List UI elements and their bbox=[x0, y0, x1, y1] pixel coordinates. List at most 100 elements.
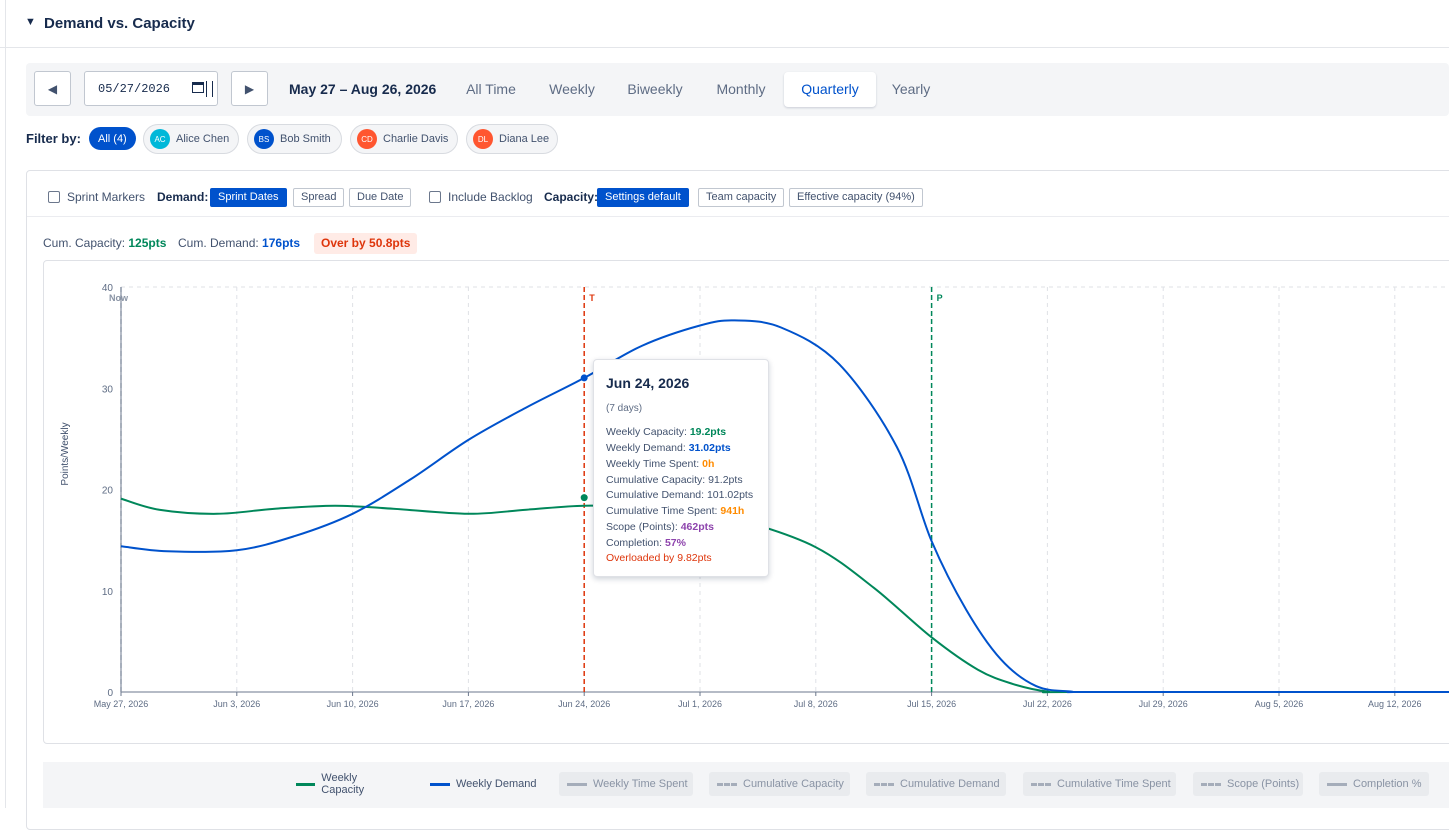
y-tick-label: 20 bbox=[102, 486, 114, 497]
chart-options-bar: Sprint Markers Demand: Sprint Dates Spre… bbox=[27, 171, 1449, 217]
avatar: CD bbox=[357, 129, 377, 149]
demand-label: Demand: bbox=[157, 190, 209, 204]
cum-demand-summary: Cum. Demand: 176pts bbox=[178, 236, 300, 250]
chevron-left-icon: ◀ bbox=[47, 81, 58, 96]
legend-cumulative-time-spent[interactable]: Cumulative Time Spent bbox=[1023, 772, 1176, 796]
prev-period-button[interactable]: ◀ bbox=[34, 71, 71, 106]
next-period-button[interactable]: ▶ bbox=[231, 71, 268, 106]
tooltip-days: (7 days) bbox=[606, 403, 643, 414]
x-tick-label: Jul 29, 2026 bbox=[1139, 699, 1188, 709]
x-tick-label: Jun 17, 2026 bbox=[442, 699, 494, 709]
demand-sprint-dates-button[interactable]: Sprint Dates bbox=[210, 188, 287, 207]
demand-due-date-button[interactable]: Due Date bbox=[349, 188, 412, 207]
x-tick-label: Jul 1, 2026 bbox=[678, 699, 722, 709]
demand-spread-button[interactable]: Spread bbox=[293, 188, 345, 207]
capacity-label: Capacity: bbox=[544, 190, 599, 204]
date-range-label: May 27 – Aug 26, 2026 bbox=[289, 81, 437, 97]
page-left-border bbox=[5, 0, 6, 808]
cum-demand-label: Cum. Demand: bbox=[178, 236, 259, 250]
tooltip-weekly-time-spent: Weekly Time Spent: 0h bbox=[606, 458, 715, 470]
calendar-icon[interactable] bbox=[192, 82, 204, 93]
legend-scope-points[interactable]: Scope (Points) bbox=[1193, 772, 1303, 796]
x-tick-label: Aug 5, 2026 bbox=[1255, 699, 1304, 709]
marker-label-p: P bbox=[937, 293, 943, 303]
include-backlog-label[interactable]: Include Backlog bbox=[448, 190, 533, 204]
sprint-markers-label[interactable]: Sprint Markers bbox=[67, 190, 146, 204]
x-tick-label: May 27, 2026 bbox=[94, 699, 149, 709]
capacity-team-button[interactable]: Team capacity bbox=[698, 188, 785, 207]
tooltip-completion: Completion: 57% bbox=[606, 537, 686, 549]
sprint-markers-checkbox[interactable] bbox=[48, 191, 60, 203]
x-tick-label: Jun 10, 2026 bbox=[327, 699, 379, 709]
y-tick-label: 30 bbox=[102, 384, 114, 395]
legend-cumulative-demand[interactable]: Cumulative Demand bbox=[866, 772, 1006, 796]
legend-swatch-icon bbox=[1031, 782, 1051, 786]
filter-chip-label: Diana Lee bbox=[499, 133, 550, 145]
tab-monthly[interactable]: Monthly bbox=[716, 81, 766, 97]
hover-point-weekly-capacity bbox=[580, 494, 588, 502]
avatar: AC bbox=[150, 129, 170, 149]
x-tick-label: Jun 3, 2026 bbox=[213, 699, 260, 709]
filter-chip-bob-smith[interactable]: BS Bob Smith bbox=[247, 124, 342, 154]
x-tick-label: Jul 8, 2026 bbox=[794, 699, 838, 709]
section-header[interactable]: ▼ Demand vs. Capacity bbox=[0, 0, 1449, 48]
filter-chip-label: Charlie Davis bbox=[383, 133, 449, 145]
filter-label: Filter by: bbox=[26, 131, 81, 146]
legend-completion[interactable]: Completion % bbox=[1319, 772, 1429, 796]
demand-capacity-chart[interactable]: 0 10 20 30 40 May 27, 2026 Jun 3, 2026 Jun 10, … bbox=[44, 261, 1449, 744]
filter-chip-alice-chen[interactable]: AC Alice Chen bbox=[143, 124, 239, 154]
legend-swatch-icon bbox=[1327, 782, 1347, 786]
legend-swatch-icon bbox=[717, 782, 737, 786]
include-backlog-checkbox[interactable] bbox=[429, 191, 441, 203]
start-date-input[interactable]: 05/27/2026 bbox=[84, 71, 218, 106]
hover-point-weekly-demand bbox=[580, 374, 588, 382]
capacity-effective-button[interactable]: Effective capacity (94%) bbox=[789, 188, 923, 207]
x-tick-label: Aug 12, 2026 bbox=[1368, 699, 1422, 709]
chevron-right-icon: ▶ bbox=[244, 81, 255, 96]
filter-chip-label: Alice Chen bbox=[176, 133, 230, 145]
legend-swatch-icon bbox=[296, 782, 316, 786]
x-tick-label: Jul 22, 2026 bbox=[1023, 699, 1072, 709]
legend-weekly-capacity[interactable]: Weekly Capacity bbox=[288, 772, 400, 796]
tab-quarterly[interactable]: Quarterly bbox=[784, 72, 876, 107]
collapse-caret-icon[interactable]: ▼ bbox=[25, 16, 36, 28]
cum-capacity-summary: Cum. Capacity: 125pts bbox=[43, 236, 166, 250]
tab-all-time[interactable]: All Time bbox=[466, 81, 516, 97]
avatar: BS bbox=[254, 129, 274, 149]
y-axis-label: Points/Weekly bbox=[60, 422, 71, 485]
legend-weekly-time-spent[interactable]: Weekly Time Spent bbox=[559, 772, 693, 796]
filter-chip-all[interactable]: All (4) bbox=[89, 127, 136, 150]
tooltip-weekly-demand: Weekly Demand: 31.02pts bbox=[606, 442, 731, 454]
filter-chip-charlie-davis[interactable]: CD Charlie Davis bbox=[350, 124, 458, 154]
tab-weekly[interactable]: Weekly bbox=[549, 81, 595, 97]
filter-chip-label: Bob Smith bbox=[280, 133, 331, 145]
capacity-settings-default-button[interactable]: Settings default bbox=[597, 188, 689, 207]
tooltip-cumulative-capacity: Cumulative Capacity: 91.2pts bbox=[606, 474, 743, 486]
legend-swatch-icon bbox=[1201, 782, 1221, 786]
start-date-value: 05/27/2026 bbox=[98, 82, 171, 96]
tooltip-cumulative-time-spent: Cumulative Time Spent: 941h bbox=[606, 505, 745, 517]
section-title: Demand vs. Capacity bbox=[44, 15, 195, 32]
series-line-weekly-demand bbox=[120, 319, 1449, 694]
legend-cumulative-capacity[interactable]: Cumulative Capacity bbox=[709, 772, 850, 796]
tooltip-date: Jun 24, 2026 bbox=[606, 375, 690, 391]
legend-weekly-demand[interactable]: Weekly Demand bbox=[422, 772, 540, 796]
tooltip-scope-points: Scope (Points): 462pts bbox=[606, 521, 714, 533]
avatar: DL bbox=[473, 129, 493, 149]
marker-label-t: T bbox=[589, 293, 595, 303]
filter-chip-diana-lee[interactable]: DL Diana Lee bbox=[466, 124, 558, 154]
date-spinner-icon[interactable] bbox=[206, 81, 213, 97]
x-tick-label: Jun 24, 2026 bbox=[558, 699, 610, 709]
y-tick-label: 0 bbox=[107, 688, 113, 699]
tab-biweekly[interactable]: Biweekly bbox=[627, 81, 683, 97]
cum-capacity-label: Cum. Capacity: bbox=[43, 236, 126, 250]
period-nav-bar: ◀ 05/27/2026 ▶ May 27 – Aug 26, 2026 All… bbox=[26, 63, 1449, 116]
cum-demand-value: 176pts bbox=[262, 236, 301, 250]
tab-yearly[interactable]: Yearly bbox=[891, 81, 931, 97]
tooltip-overload: Overloaded by 9.82pts bbox=[606, 552, 712, 564]
legend-swatch-icon bbox=[874, 782, 894, 786]
cum-capacity-value: 125pts bbox=[128, 236, 167, 250]
tooltip-weekly-capacity: Weekly Capacity: 19.2pts bbox=[606, 426, 727, 438]
marker-label-now: Now bbox=[109, 293, 129, 303]
chart-area: 0 10 20 30 40 May 27, 2026 Jun 3, 2026 Jun 10, … bbox=[43, 260, 1449, 744]
